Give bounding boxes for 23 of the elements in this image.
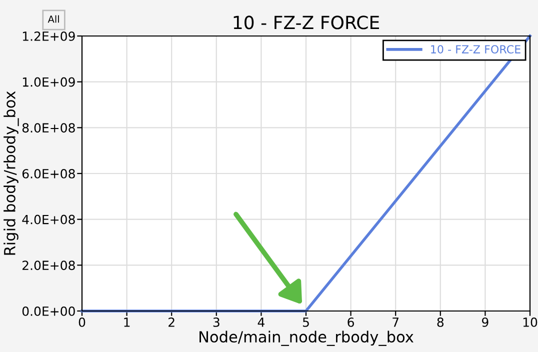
legend-label: 10 - FZ-Z FORCE — [431, 45, 520, 54]
x-tick-label: 3 — [213, 317, 220, 327]
x-tick-label: 0 — [78, 317, 86, 327]
x-tick-label: 7 — [392, 318, 399, 327]
x-tick-label: 10 — [523, 317, 538, 327]
y-axis-title: Rigid body/rbody_box — [4, 91, 19, 255]
y-tick-label: 0.0E+00 — [22, 306, 75, 316]
x-axis-title: Node/main_node_rbody_box — [200, 330, 414, 346]
x-tick-label: 8 — [437, 317, 444, 327]
x-tick-label: 1 — [124, 318, 130, 327]
x-tick-label: 5 — [302, 318, 309, 327]
chart-title: 10 - FZ-Z FORCE — [234, 16, 379, 30]
y-tick-label: 6.0E+08 — [22, 168, 75, 178]
x-tick-label: 4 — [258, 318, 264, 327]
y-tick-label: 1.0E+09 — [22, 77, 75, 87]
text: All — [48, 15, 59, 23]
x-tick-label: 9 — [482, 317, 488, 327]
y-tick-label: 1.2E+09 — [22, 31, 75, 41]
y-tick-label: 4.0E+08 — [22, 214, 75, 224]
x-tick-label: 6 — [348, 317, 354, 327]
x-tick-label: 2 — [168, 317, 174, 327]
y-tick-label: 2.0E+08 — [22, 260, 75, 270]
y-tick-label: 8.0E+08 — [22, 123, 75, 133]
